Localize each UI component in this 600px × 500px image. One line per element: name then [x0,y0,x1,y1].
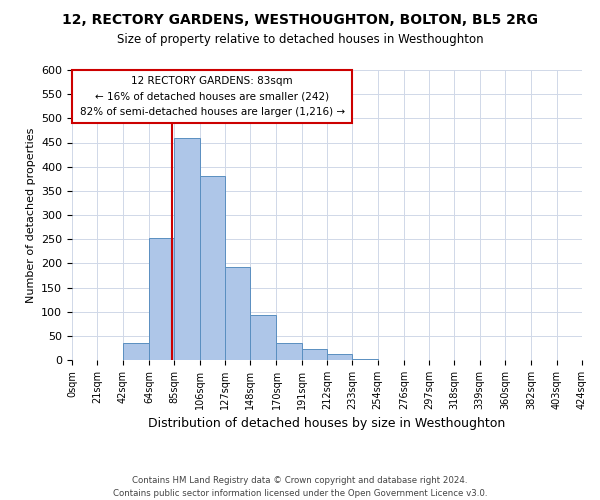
Text: Contains public sector information licensed under the Open Government Licence v3: Contains public sector information licen… [113,489,487,498]
Bar [352,358,377,360]
Y-axis label: Number of detached properties: Number of detached properties [26,128,35,302]
X-axis label: Distribution of detached houses by size in Westhoughton: Distribution of detached houses by size … [148,418,506,430]
Bar [225,267,250,360]
Bar [277,343,302,360]
Bar [199,176,225,360]
Bar [327,354,352,360]
FancyBboxPatch shape [72,70,352,123]
Bar [250,315,277,360]
Text: 12 RECTORY GARDENS: 83sqm
← 16% of detached houses are smaller (242)
82% of semi: 12 RECTORY GARDENS: 83sqm ← 16% of detac… [80,76,344,117]
Bar [122,343,149,360]
Text: Contains HM Land Registry data © Crown copyright and database right 2024.: Contains HM Land Registry data © Crown c… [132,476,468,485]
Bar [149,238,174,360]
Text: 12, RECTORY GARDENS, WESTHOUGHTON, BOLTON, BL5 2RG: 12, RECTORY GARDENS, WESTHOUGHTON, BOLTO… [62,12,538,26]
Text: Size of property relative to detached houses in Westhoughton: Size of property relative to detached ho… [116,32,484,46]
Bar [174,138,199,360]
Bar [302,350,327,360]
